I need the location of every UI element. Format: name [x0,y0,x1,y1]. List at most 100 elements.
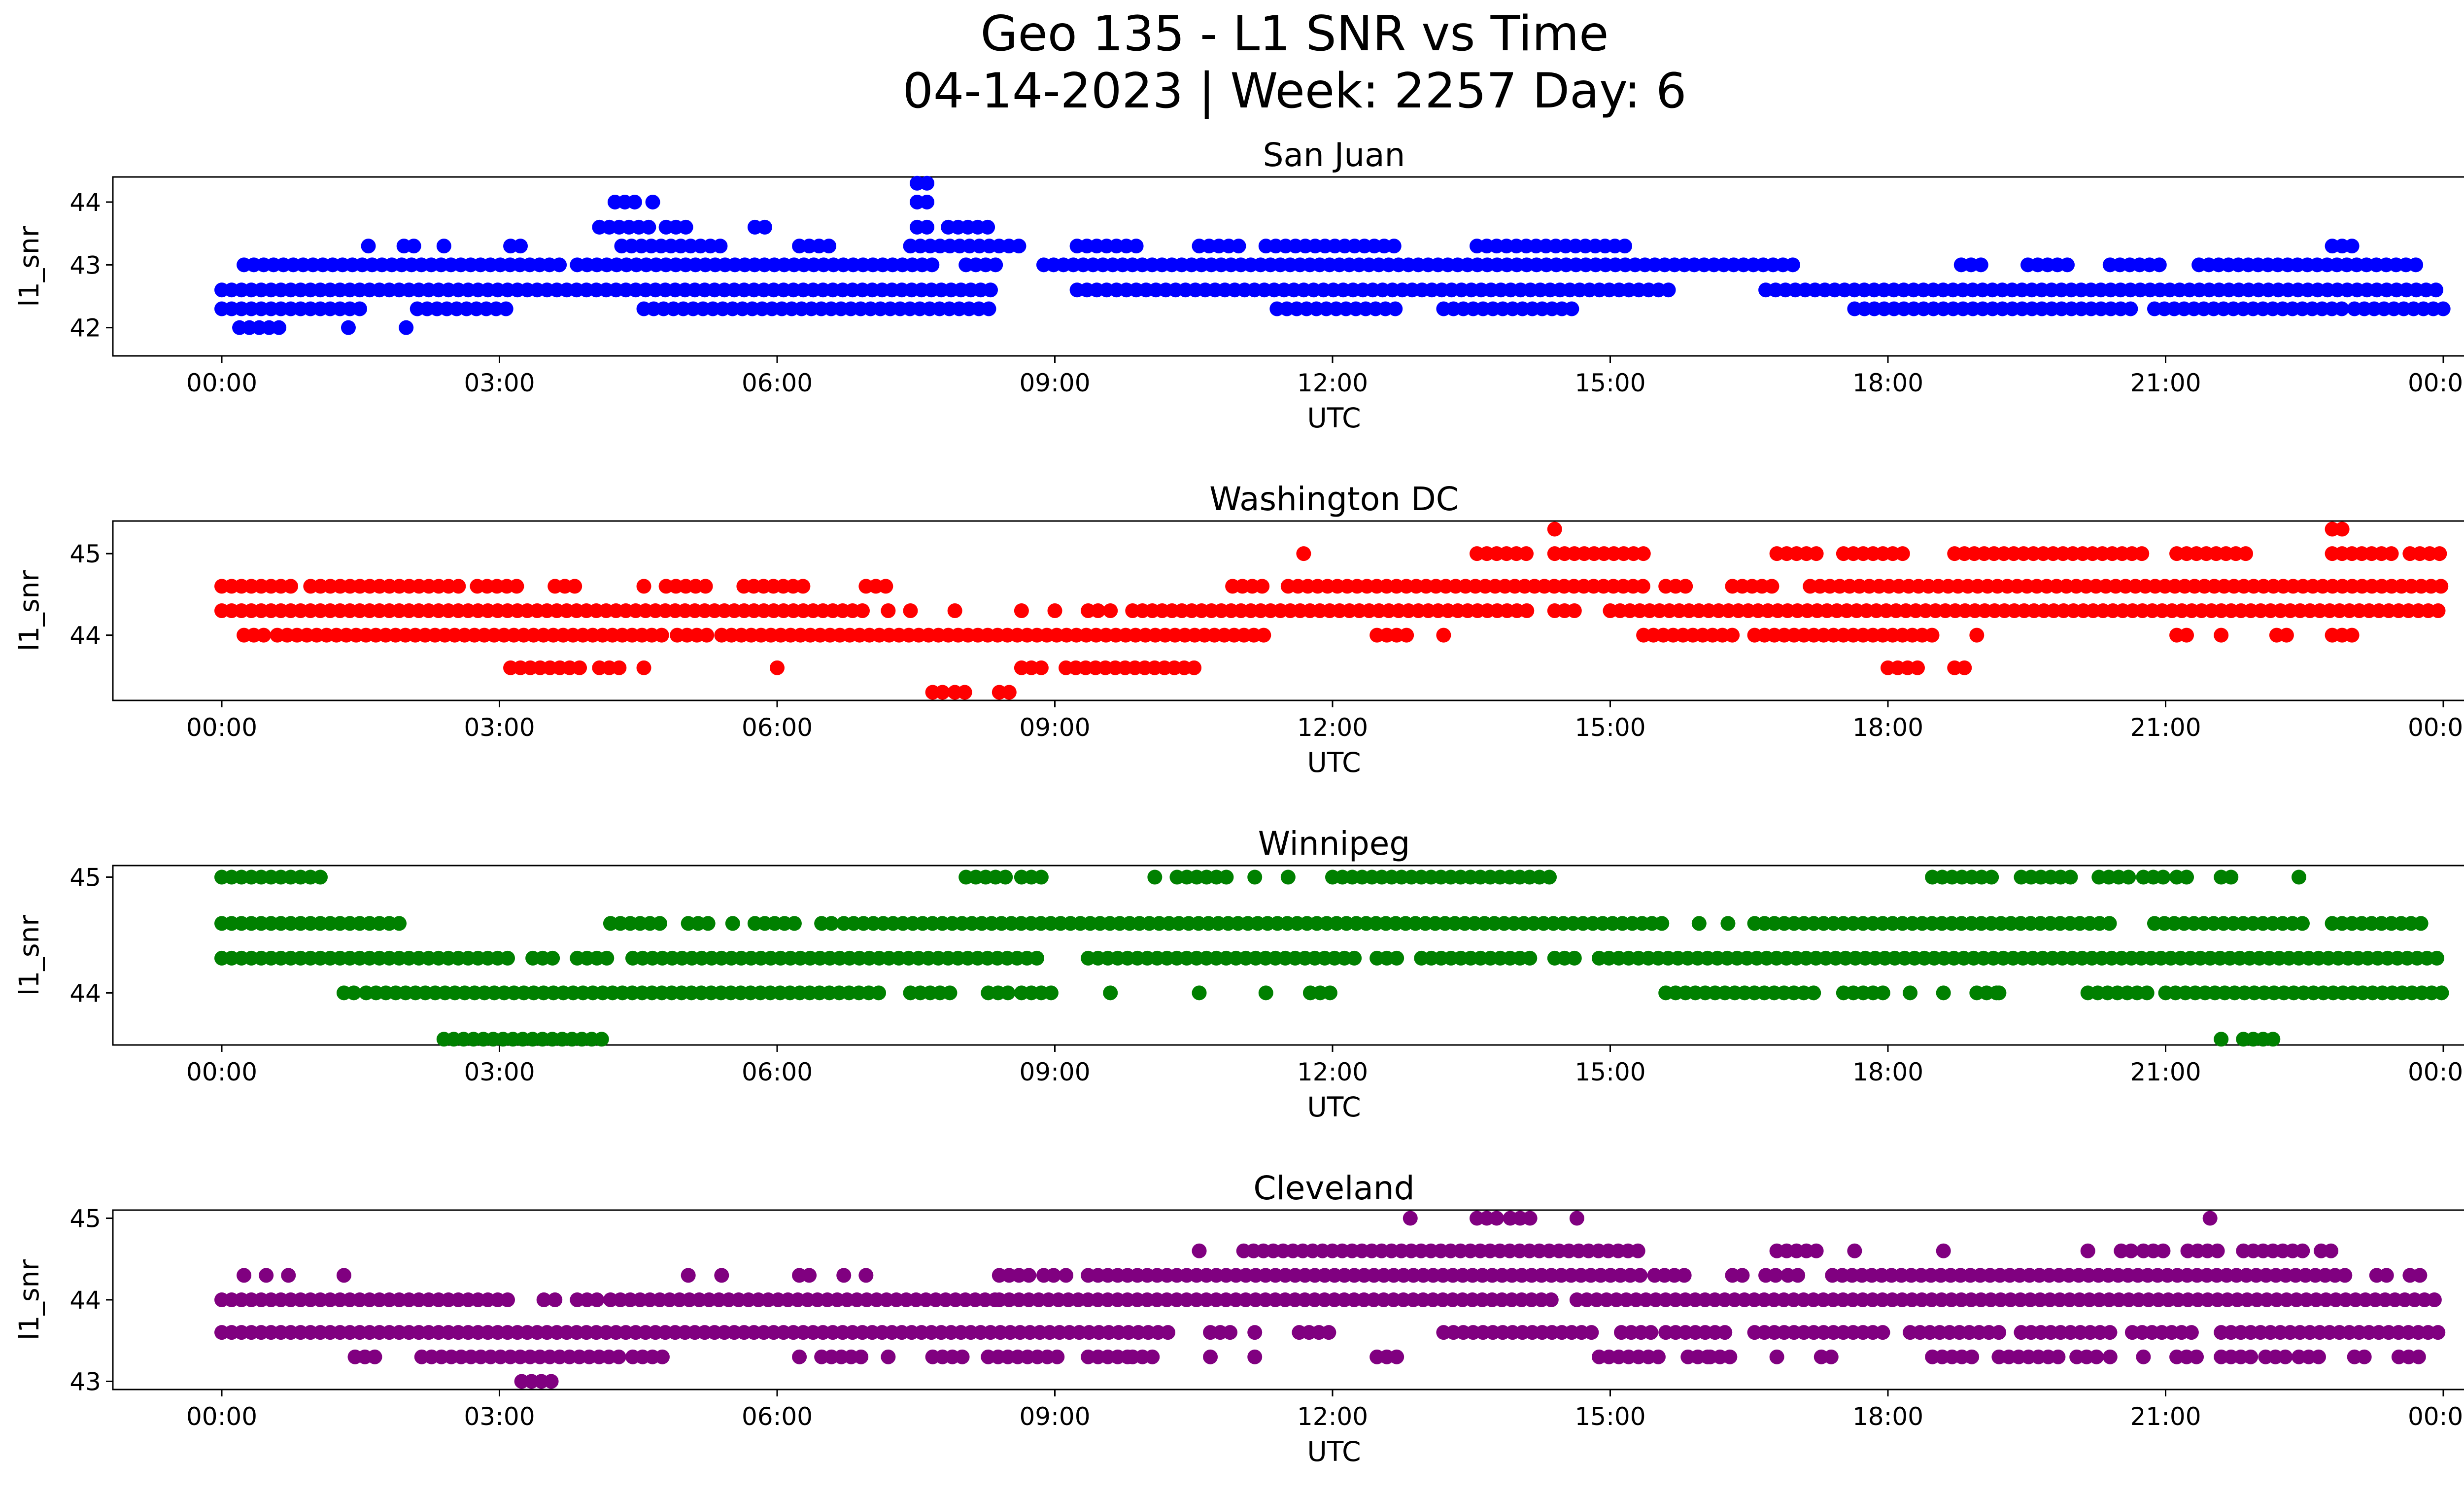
data-point [259,1268,274,1283]
data-point [1389,950,1404,966]
data-point [1936,1243,1951,1258]
data-point [1630,1243,1645,1258]
data-point [955,1349,970,1364]
series-san-juan-43-3 [361,239,2360,254]
data-point [2123,1243,2139,1258]
data-point [636,660,651,675]
y-axis-label: l1_snr [13,915,45,996]
data-point [2179,869,2194,885]
data-point [572,660,587,675]
data-point [313,869,328,885]
data-point [513,239,528,254]
data-point [1247,1349,1263,1364]
data-point [2334,301,2349,316]
data-point [1347,950,1362,966]
data-point [1033,660,1049,675]
data-point [770,660,785,675]
subplot-title-san-juan: San Juan [1263,136,1405,174]
data-point [1768,1268,1783,1283]
x-tick-label: 21:00 [2130,713,2201,742]
data-point [1258,985,1273,1001]
figure-title-line2: 04-14-2023 | Week: 2257 Day: 6 [903,63,1687,119]
data-point [700,916,716,931]
axes-frame-winnipeg [112,865,2464,1046]
data-point [1895,546,1910,561]
data-point [1129,239,1144,254]
data-point [1785,257,1800,273]
data-point [1547,522,1562,537]
data-point [1059,1268,1074,1283]
data-point [821,239,837,254]
data-point [1677,1268,1692,1283]
data-point [2179,627,2194,643]
data-point [1806,985,1821,1001]
data-point [1296,546,1311,561]
data-point [2238,546,2254,561]
series-washington-dc-45 [1296,546,2447,561]
data-point [2202,1211,2218,1226]
data-point [1000,985,1016,1001]
data-point [1722,1349,1738,1364]
series-cleveland-45 [1403,1211,2218,1226]
data-point [1091,603,1106,618]
data-point [611,1349,626,1364]
data-point [1021,1268,1036,1283]
data-point [1203,1349,1218,1364]
data-point [1403,1211,1418,1226]
data-point [1964,1349,1980,1364]
data-point [2432,546,2447,561]
series-cleveland-43-6 [214,1325,2446,1340]
data-point [1519,546,1534,561]
data-point [1678,579,1693,594]
data-point [1103,985,1118,1001]
data-point [824,916,839,931]
x-tick-label: 12:00 [1297,713,1368,742]
data-point [1720,916,1736,931]
data-point [2433,579,2449,594]
data-point [2156,1243,2171,1258]
data-point [2295,1243,2310,1258]
series-san-juan-42-3 [214,301,2451,316]
data-point [436,239,451,254]
data-point [367,1349,382,1364]
data-point [237,1268,252,1283]
data-point [1567,603,1582,618]
data-point [681,1268,696,1283]
data-point [2379,1268,2394,1283]
series-washington-dc-44-6 [214,579,2449,594]
data-point [854,1349,869,1364]
data-point [981,301,996,316]
data-point [947,603,962,618]
data-point [713,239,728,254]
x-axis-label: UTC [1307,402,1361,434]
series-san-juan-43-6 [592,219,995,235]
data-point [2344,627,2360,643]
data-point [2102,1349,2118,1364]
x-tick-label: 21:00 [2130,369,2201,397]
x-tick-label: 15:00 [1574,1058,1645,1086]
data-point [1635,579,1650,594]
data-point [636,579,651,594]
data-point [399,320,414,335]
x-tick-label: 00:00 [186,713,257,742]
data-point [1764,579,1780,594]
data-point [1147,869,1163,885]
data-point [1322,985,1337,1001]
data-point [500,950,515,966]
data-point [1809,546,1824,561]
data-point [256,627,272,643]
data-point [654,627,669,643]
data-point [1650,1349,1666,1364]
data-point [1847,1243,1862,1258]
series-washington-dc-44 [237,627,2360,643]
x-tick-label: 03:00 [464,713,535,742]
series-cleveland-44-3 [237,1268,2428,1283]
data-point [2152,257,2167,273]
x-tick-label: 12:00 [1297,369,1368,397]
series-winnipeg-45 [214,869,2306,885]
data-point [2413,916,2429,931]
data-point [983,282,998,298]
series-san-juan-44-3 [910,175,935,191]
data-point [1161,1325,1175,1340]
